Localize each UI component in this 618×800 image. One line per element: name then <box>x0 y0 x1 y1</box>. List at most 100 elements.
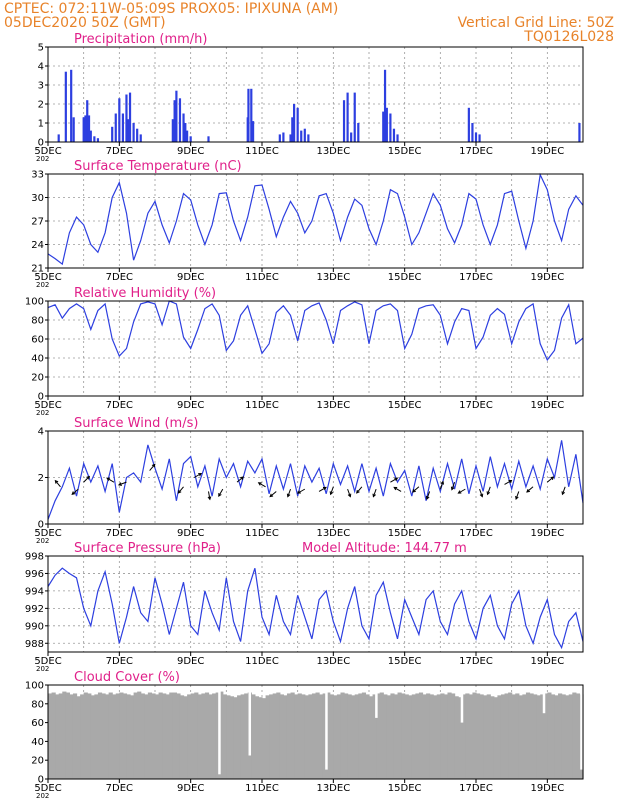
cloud-bar <box>518 695 523 779</box>
wind-arrow <box>515 491 520 500</box>
x-tick-label: 15DEC <box>388 783 422 794</box>
cloud-bar <box>140 693 145 779</box>
cloud-gap <box>218 685 221 775</box>
header-run-time: 05DEC2020 50Z (GMT) <box>4 15 166 31</box>
cloud-bar <box>568 694 573 779</box>
panel-humidity: 0 20 40 60 80 100 5DEC 7DEC 9DEC 11DEC 13DEC 15DEC 1… <box>25 286 584 417</box>
cloud-bar <box>269 694 274 779</box>
cloud-bar <box>204 692 210 779</box>
panel-cloud: 0 20 40 60 80 100 5DEC 7DEC 9DEC 11DEC 13DEC 15DEC 1… <box>25 670 584 800</box>
precip-bar <box>139 134 142 142</box>
cloud-bar <box>108 692 113 779</box>
precip-bar <box>182 113 185 142</box>
panel-pressure: 988 990 992 994 996 998 5DEC 7DEC 9DEC 11DEC 13DEC… <box>25 541 584 673</box>
cloud-bar <box>333 695 338 779</box>
y-tick-wind: 2 <box>38 473 44 484</box>
wind-arrow <box>426 491 431 500</box>
cloud-bar <box>126 694 131 779</box>
cloud-gap <box>580 685 583 770</box>
panel-frame <box>47 300 584 397</box>
wind-arrow-head <box>117 482 122 486</box>
cloud-bar <box>326 692 331 779</box>
x-year-fragment: 202 <box>36 155 49 163</box>
wind-arrow-head <box>356 489 360 494</box>
y-tick-humidity: 60 <box>31 335 44 346</box>
x-tick-label: 19DEC <box>530 528 564 539</box>
cloud-bar <box>233 697 238 779</box>
cloud-bar <box>422 694 427 779</box>
x-year-fragment: 202 <box>36 409 49 417</box>
panel-title-precip: Precipitation (mm/h) <box>74 32 207 47</box>
x-tick-label: 17DEC <box>459 528 493 539</box>
cloud-bar <box>315 692 320 779</box>
cloud-bar <box>561 694 566 779</box>
cloud-bar <box>572 692 577 779</box>
y-tick-pressure: 998 <box>25 552 44 563</box>
cloud-bar <box>112 694 117 779</box>
x-tick-label: 9DEC <box>177 146 204 157</box>
y-tick-cloud: 0 <box>38 775 44 786</box>
cloud-bar <box>401 693 406 779</box>
cloud-bar <box>201 693 206 779</box>
cloud-bar <box>222 694 227 779</box>
wind-arrow-head <box>347 493 352 498</box>
cloud-bar <box>533 694 538 779</box>
panel-title-temperature: Surface Temperature (nC) <box>74 159 242 174</box>
cloud-bar <box>130 695 135 779</box>
wind-arrow <box>356 486 363 494</box>
y-tick-precip: 1 <box>38 119 44 130</box>
x-tick-label: 13DEC <box>316 146 350 157</box>
wind-arrow-head <box>479 493 484 498</box>
cloud-bar <box>101 693 106 779</box>
wind-arrow <box>526 486 534 493</box>
cloud-bar <box>408 695 413 779</box>
wind-arrow-head <box>372 493 376 498</box>
cloud-bar <box>240 694 245 779</box>
cloud-gap <box>325 685 328 770</box>
cloud-bar <box>504 693 509 779</box>
cloud-bar <box>80 694 85 779</box>
panel-wind: 0 2 4 5DEC 7DEC 9DEC 11DEC 13DEC 15DEC 17DEC 19DEC… <box>34 416 584 545</box>
wind-arrow-head <box>394 477 399 481</box>
cloud-bar <box>279 694 284 779</box>
wind-arrow-head <box>177 489 182 494</box>
wind-arrow <box>118 481 127 486</box>
precip-bar <box>291 117 294 142</box>
cloud-bar <box>119 692 124 779</box>
cloud-bar <box>276 692 281 779</box>
cloud-bar <box>179 695 185 779</box>
precip-bar <box>82 117 85 142</box>
y-tick-humidity: 100 <box>25 297 44 308</box>
wind-arrow-head <box>71 491 76 495</box>
cloud-bar <box>393 694 399 779</box>
precip-bar <box>171 119 174 142</box>
y-tick-cloud: 40 <box>31 737 44 748</box>
cloud-bar <box>429 694 434 779</box>
precip-bar <box>118 98 121 142</box>
cloud-bar <box>297 693 302 779</box>
wind-arrow-head <box>106 477 111 481</box>
y-tick-humidity: 40 <box>31 354 44 365</box>
cloud-bar <box>554 695 559 779</box>
cloud-bar <box>55 694 60 779</box>
cloud-bar <box>386 695 391 779</box>
x-tick-label: 19DEC <box>530 400 564 411</box>
cloud-bar <box>219 691 224 779</box>
y-tick-pressure: 988 <box>25 639 44 650</box>
panel-temperature: 21 24 27 30 33 5DEC 7DEC 9DEC 11DEC 13DEC 15DEC 17D… <box>31 159 584 289</box>
x-tick-label: 15DEC <box>388 656 422 667</box>
x-tick-label: 11DEC <box>245 656 279 667</box>
cloud-bar <box>294 694 299 779</box>
cloud-bar <box>137 691 142 779</box>
precip-bar <box>382 111 385 142</box>
precip-bar <box>84 115 87 142</box>
precip-bar <box>250 88 253 142</box>
x-tick-label: 5DEC <box>34 783 61 794</box>
precip-bar <box>114 113 117 142</box>
cloud-bar <box>383 694 388 779</box>
cloud-bar <box>354 694 359 779</box>
x-tick-label: 17DEC <box>459 783 493 794</box>
cloud-bar <box>390 693 395 779</box>
cloud-bar <box>500 694 506 779</box>
